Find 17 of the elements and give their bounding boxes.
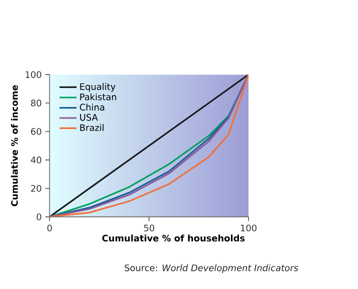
y-tick-label: 100 — [26, 71, 42, 78]
legend-label: Pakistan — [80, 93, 116, 100]
y-tick-label: 40 — [30, 156, 42, 164]
legend-label: Equality — [80, 82, 116, 92]
y-tick-label: 60 — [31, 128, 42, 135]
legend-label: China — [80, 104, 104, 111]
y-tick-label: 20 — [31, 184, 42, 192]
y-tick-label: 80 — [31, 100, 42, 106]
x-tick-label: 100 — [240, 224, 256, 232]
source-note: Source: World Development Indicators — [124, 264, 298, 273]
y-tick-label: 0 — [36, 213, 42, 220]
legend-label: USA — [80, 114, 98, 121]
legend-label: Brazil — [80, 124, 104, 131]
y-axis-title: Cumulative % of income — [10, 85, 18, 206]
x-tick-label: 50 — [144, 224, 154, 232]
x-axis-title: Cumulative % of households — [102, 234, 245, 242]
x-tick-label: 0 — [47, 224, 52, 232]
